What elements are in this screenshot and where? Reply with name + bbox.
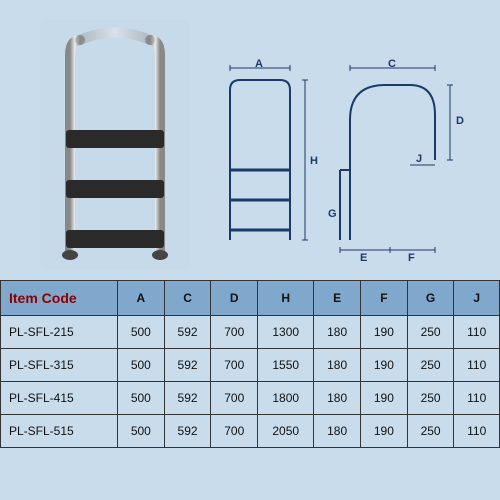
cell-value: 250: [407, 415, 454, 448]
cell-itemcode: PL-SFL-515: [1, 415, 118, 448]
cell-value: 180: [314, 349, 361, 382]
cell-value: 110: [454, 349, 500, 382]
cell-value: 180: [314, 382, 361, 415]
cell-value: 250: [407, 349, 454, 382]
cell-value: 700: [211, 316, 258, 349]
cell-value: 110: [454, 382, 500, 415]
cell-value: 592: [164, 382, 211, 415]
cell-value: 700: [211, 415, 258, 448]
col-header-itemcode: Item Code: [1, 281, 118, 316]
ladder-photo-icon: [40, 20, 190, 270]
cell-itemcode: PL-SFL-315: [1, 349, 118, 382]
cell-value: 190: [361, 349, 408, 382]
dim-label-F: F: [408, 252, 415, 264]
cell-itemcode: PL-SFL-415: [1, 382, 118, 415]
cell-value: 500: [117, 415, 164, 448]
cell-value: 500: [117, 382, 164, 415]
dimension-diagram-icon: [210, 40, 470, 260]
cell-value: 500: [117, 349, 164, 382]
cell-value: 180: [314, 316, 361, 349]
cell-value: 1550: [258, 349, 314, 382]
dim-label-C: C: [388, 58, 396, 70]
col-header: F: [361, 281, 408, 316]
cell-value: 592: [164, 415, 211, 448]
table-row: PL-SFL-4155005927001800180190250110: [1, 382, 500, 415]
cell-value: 1300: [258, 316, 314, 349]
cell-value: 190: [361, 415, 408, 448]
col-header: C: [164, 281, 211, 316]
cell-value: 592: [164, 349, 211, 382]
cell-value: 500: [117, 316, 164, 349]
cell-value: 180: [314, 415, 361, 448]
cell-itemcode: PL-SFL-215: [1, 316, 118, 349]
table-body: PL-SFL-2155005927001300180190250110PL-SF…: [1, 316, 500, 448]
spec-table: Item Code A C D H E F G J PL-SFL-2155005…: [0, 280, 500, 448]
cell-value: 700: [211, 382, 258, 415]
col-header: A: [117, 281, 164, 316]
cell-value: 592: [164, 316, 211, 349]
technical-diagram: A C D H J G E F: [210, 40, 470, 260]
dim-label-H: H: [310, 155, 318, 167]
dim-label-G: G: [328, 208, 337, 220]
table-row: PL-SFL-2155005927001300180190250110: [1, 316, 500, 349]
table-row: PL-SFL-3155005927001550180190250110: [1, 349, 500, 382]
cell-value: 1800: [258, 382, 314, 415]
table-header-row: Item Code A C D H E F G J: [1, 281, 500, 316]
col-header: H: [258, 281, 314, 316]
cell-value: 700: [211, 349, 258, 382]
product-photo: [40, 20, 190, 270]
cell-value: 190: [361, 382, 408, 415]
dim-label-E: E: [360, 252, 367, 264]
cell-value: 110: [454, 316, 500, 349]
col-header: E: [314, 281, 361, 316]
col-header: J: [454, 281, 500, 316]
table-row: PL-SFL-5155005927002050180190250110: [1, 415, 500, 448]
col-header: G: [407, 281, 454, 316]
cell-value: 250: [407, 382, 454, 415]
product-area: A C D H J G E F: [0, 0, 500, 280]
col-header: D: [211, 281, 258, 316]
dim-label-D: D: [456, 115, 464, 127]
cell-value: 110: [454, 415, 500, 448]
cell-value: 190: [361, 316, 408, 349]
cell-value: 2050: [258, 415, 314, 448]
cell-value: 250: [407, 316, 454, 349]
dim-label-J: J: [416, 153, 422, 165]
dim-label-A: A: [255, 58, 263, 70]
